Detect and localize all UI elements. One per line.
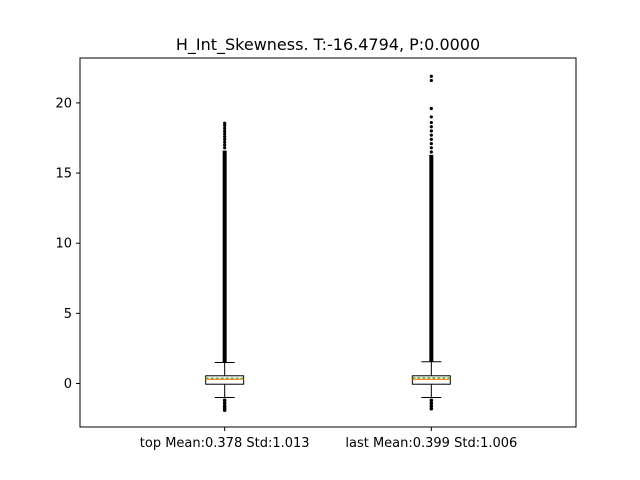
outlier-point xyxy=(429,78,433,83)
y-tick-label: 20 xyxy=(55,96,72,111)
box-group xyxy=(411,74,451,411)
outlier-point xyxy=(223,132,227,136)
outlier-point xyxy=(429,133,433,137)
y-tick-label: 0 xyxy=(64,377,72,392)
outlier-point xyxy=(429,120,433,125)
outlier-point xyxy=(223,140,227,144)
outlier-band-high xyxy=(222,150,227,363)
box-iqr xyxy=(205,375,245,385)
outlier-point xyxy=(429,141,433,146)
x-tick-label: last Mean:0.399 Std:1.006 xyxy=(345,436,517,451)
outlier-point xyxy=(429,129,433,133)
outlier-point xyxy=(429,74,433,78)
y-tick-label: 10 xyxy=(55,237,72,252)
outlier-point xyxy=(429,137,433,141)
outlier-point xyxy=(223,129,227,133)
box-group xyxy=(205,121,245,412)
y-tick-label: 15 xyxy=(55,167,72,182)
outlier-point xyxy=(429,406,434,411)
outlier-point xyxy=(223,126,227,130)
plot-frame xyxy=(79,57,577,428)
box-iqr xyxy=(411,375,451,385)
outlier-point xyxy=(429,115,433,119)
outlier-point xyxy=(429,401,434,405)
outlier-point xyxy=(222,401,227,405)
outlier-point xyxy=(223,143,227,147)
chart-title: H_Int_Skewness. T:-16.4794, P:0.0000 xyxy=(176,35,480,55)
outlier-point xyxy=(223,146,227,150)
outlier-point xyxy=(223,134,227,139)
outlier-point xyxy=(222,398,227,403)
x-tick-label: top Mean:0.378 Std:1.013 xyxy=(140,436,310,451)
outlier-point xyxy=(429,404,434,408)
outlier-point xyxy=(429,125,433,129)
outlier-point xyxy=(222,408,227,412)
y-tick-label: 5 xyxy=(64,307,72,322)
outlier-point xyxy=(223,121,227,125)
outlier-point xyxy=(429,150,433,154)
outlier-point xyxy=(429,106,433,111)
outlier-point xyxy=(223,137,227,141)
outlier-point xyxy=(429,146,433,150)
outlier-point xyxy=(429,398,434,403)
outlier-band-high xyxy=(429,154,434,362)
